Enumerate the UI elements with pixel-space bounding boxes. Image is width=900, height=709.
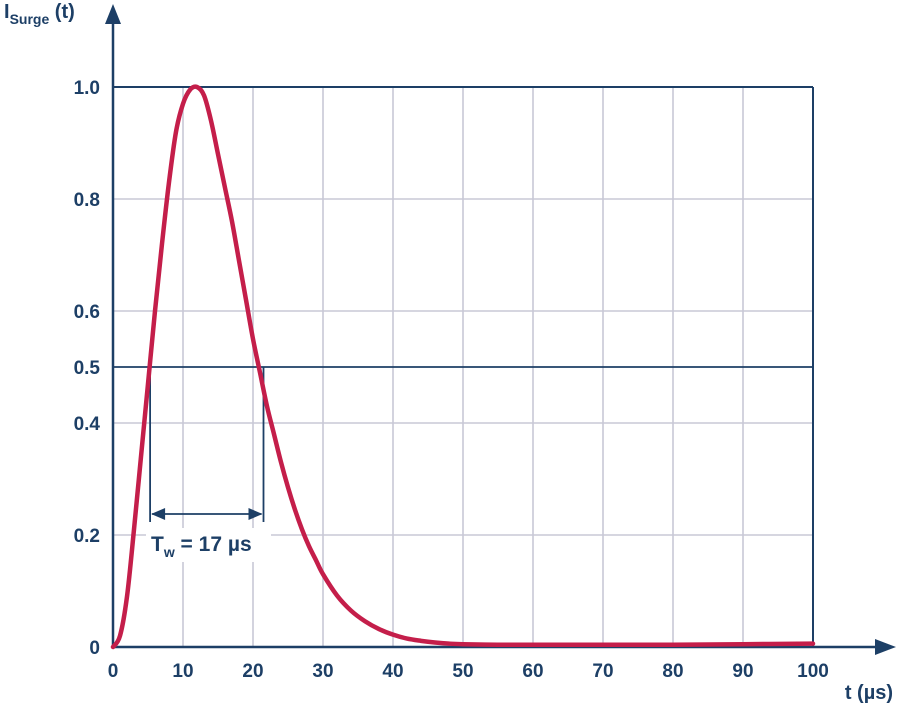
x-tick-label: 50 [452,661,473,682]
y-axis-title: ISurge (t) [4,1,75,27]
pulse-width-arrow-left-icon [151,508,166,520]
y-tick-label: 0.4 [74,414,101,435]
y-tick-label: 0.8 [74,190,100,211]
x-tick-label: 60 [522,661,543,682]
axes [105,4,896,655]
pulse-width-arrow-right-icon [248,508,263,520]
y-tick-label: 1.0 [74,78,100,99]
x-axis-arrow-icon [875,639,896,655]
pulse-width-label-background [146,528,271,562]
y-tick-label: 0.2 [74,526,100,547]
x-axis-title: t (µs) [845,682,893,704]
series-layer [110,84,816,650]
tick-labels: 0 10 20 30 40 50 60 70 80 90 100 0 0.2 0.4 0.5 0.6 0.8 1.… [74,78,829,682]
pulse-width-annotation: Tw = 17 µs [146,528,271,562]
x-tick-label: 10 [172,661,193,682]
surge-current-curve [110,84,816,650]
x-tick-label: 0 [108,661,119,682]
y-tick-label: 0.5 [74,358,101,379]
x-tick-label: 30 [312,661,333,682]
pulse-width-label: Tw = 17 µs [151,533,252,560]
x-tick-label: 40 [382,661,403,682]
y-axis-arrow-icon [105,4,121,24]
y-tick-label: 0 [89,638,100,659]
x-tick-label: 90 [732,661,753,682]
x-tick-label: 80 [662,661,683,682]
x-tick-label: 70 [592,661,613,682]
y-tick-label: 0.6 [74,302,100,323]
x-tick-label: 20 [242,661,263,682]
x-tick-label: 100 [797,661,829,682]
